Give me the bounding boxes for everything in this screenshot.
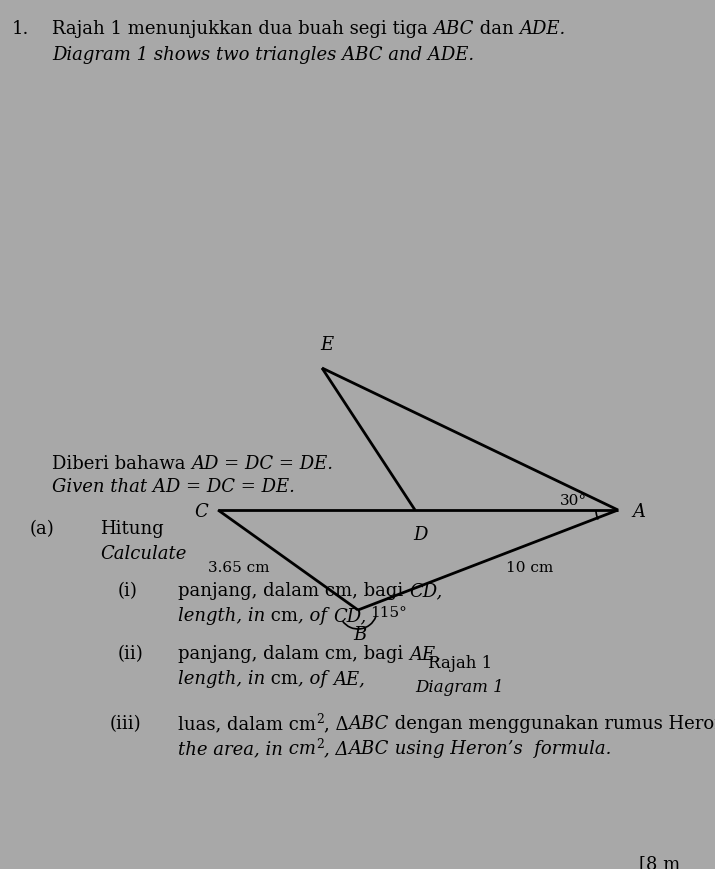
Text: Hitung: Hitung [100, 520, 164, 538]
Text: 10 cm: 10 cm [506, 561, 553, 575]
Text: 2: 2 [316, 738, 324, 751]
Text: length, in: length, in [178, 670, 265, 688]
Text: cm: cm [265, 670, 298, 688]
Text: panjang, dalam cm, bagi: panjang, dalam cm, bagi [178, 645, 409, 663]
Text: 115°: 115° [370, 606, 407, 620]
Text: 2: 2 [316, 713, 324, 726]
Text: , Δ: , Δ [324, 740, 348, 758]
Text: Diagram 1 shows two triangles ABC and ADE.: Diagram 1 shows two triangles ABC and AD… [52, 46, 474, 64]
Text: using Heron’s  formula.: using Heron’s formula. [389, 740, 611, 758]
Text: dan: dan [474, 20, 520, 38]
Text: AE,: AE, [409, 645, 441, 663]
Text: length, in: length, in [178, 607, 265, 625]
Text: Calculate: Calculate [100, 545, 187, 563]
Text: [8 m: [8 m [638, 855, 680, 869]
Text: 30°: 30° [560, 494, 587, 508]
Text: ADE.: ADE. [520, 20, 566, 38]
Text: C: C [194, 503, 208, 521]
Text: , Δ: , Δ [324, 715, 348, 733]
Text: dengan menggunakan rumus Heron.: dengan menggunakan rumus Heron. [389, 715, 715, 733]
Text: B: B [353, 626, 367, 644]
Text: (i): (i) [118, 582, 138, 600]
Text: ABC: ABC [433, 20, 474, 38]
Text: Rajah 1: Rajah 1 [428, 655, 492, 672]
Text: D: D [413, 526, 427, 544]
Text: 1.: 1. [12, 20, 29, 38]
Text: Diberi bahawa: Diberi bahawa [52, 455, 191, 473]
Text: Diagram 1: Diagram 1 [415, 679, 504, 696]
Text: Rajah 1 menunjukkan dua buah segi tiga: Rajah 1 menunjukkan dua buah segi tiga [52, 20, 433, 38]
Text: (ii): (ii) [118, 645, 144, 663]
Text: 3.65 cm: 3.65 cm [209, 561, 270, 575]
Text: the area, in: the area, in [178, 740, 283, 758]
Text: AD = DC = DE.: AD = DC = DE. [191, 455, 333, 473]
Text: cm: cm [283, 740, 316, 758]
Text: cm: cm [265, 607, 298, 625]
Text: AE,: AE, [333, 670, 365, 688]
Text: , of: , of [298, 670, 333, 688]
Text: ABC: ABC [348, 715, 389, 733]
Text: A: A [632, 503, 645, 521]
Text: E: E [320, 336, 334, 354]
Text: (a): (a) [30, 520, 55, 538]
Text: luas, dalam cm: luas, dalam cm [178, 715, 316, 733]
Text: CD,: CD, [409, 582, 443, 600]
Text: (iii): (iii) [110, 715, 142, 733]
Text: panjang, dalam cm, bagi: panjang, dalam cm, bagi [178, 582, 409, 600]
Text: ABC: ABC [348, 740, 389, 758]
Text: Given that AD = DC = DE.: Given that AD = DC = DE. [52, 478, 295, 496]
Text: CD,: CD, [333, 607, 366, 625]
Text: , of: , of [298, 607, 333, 625]
